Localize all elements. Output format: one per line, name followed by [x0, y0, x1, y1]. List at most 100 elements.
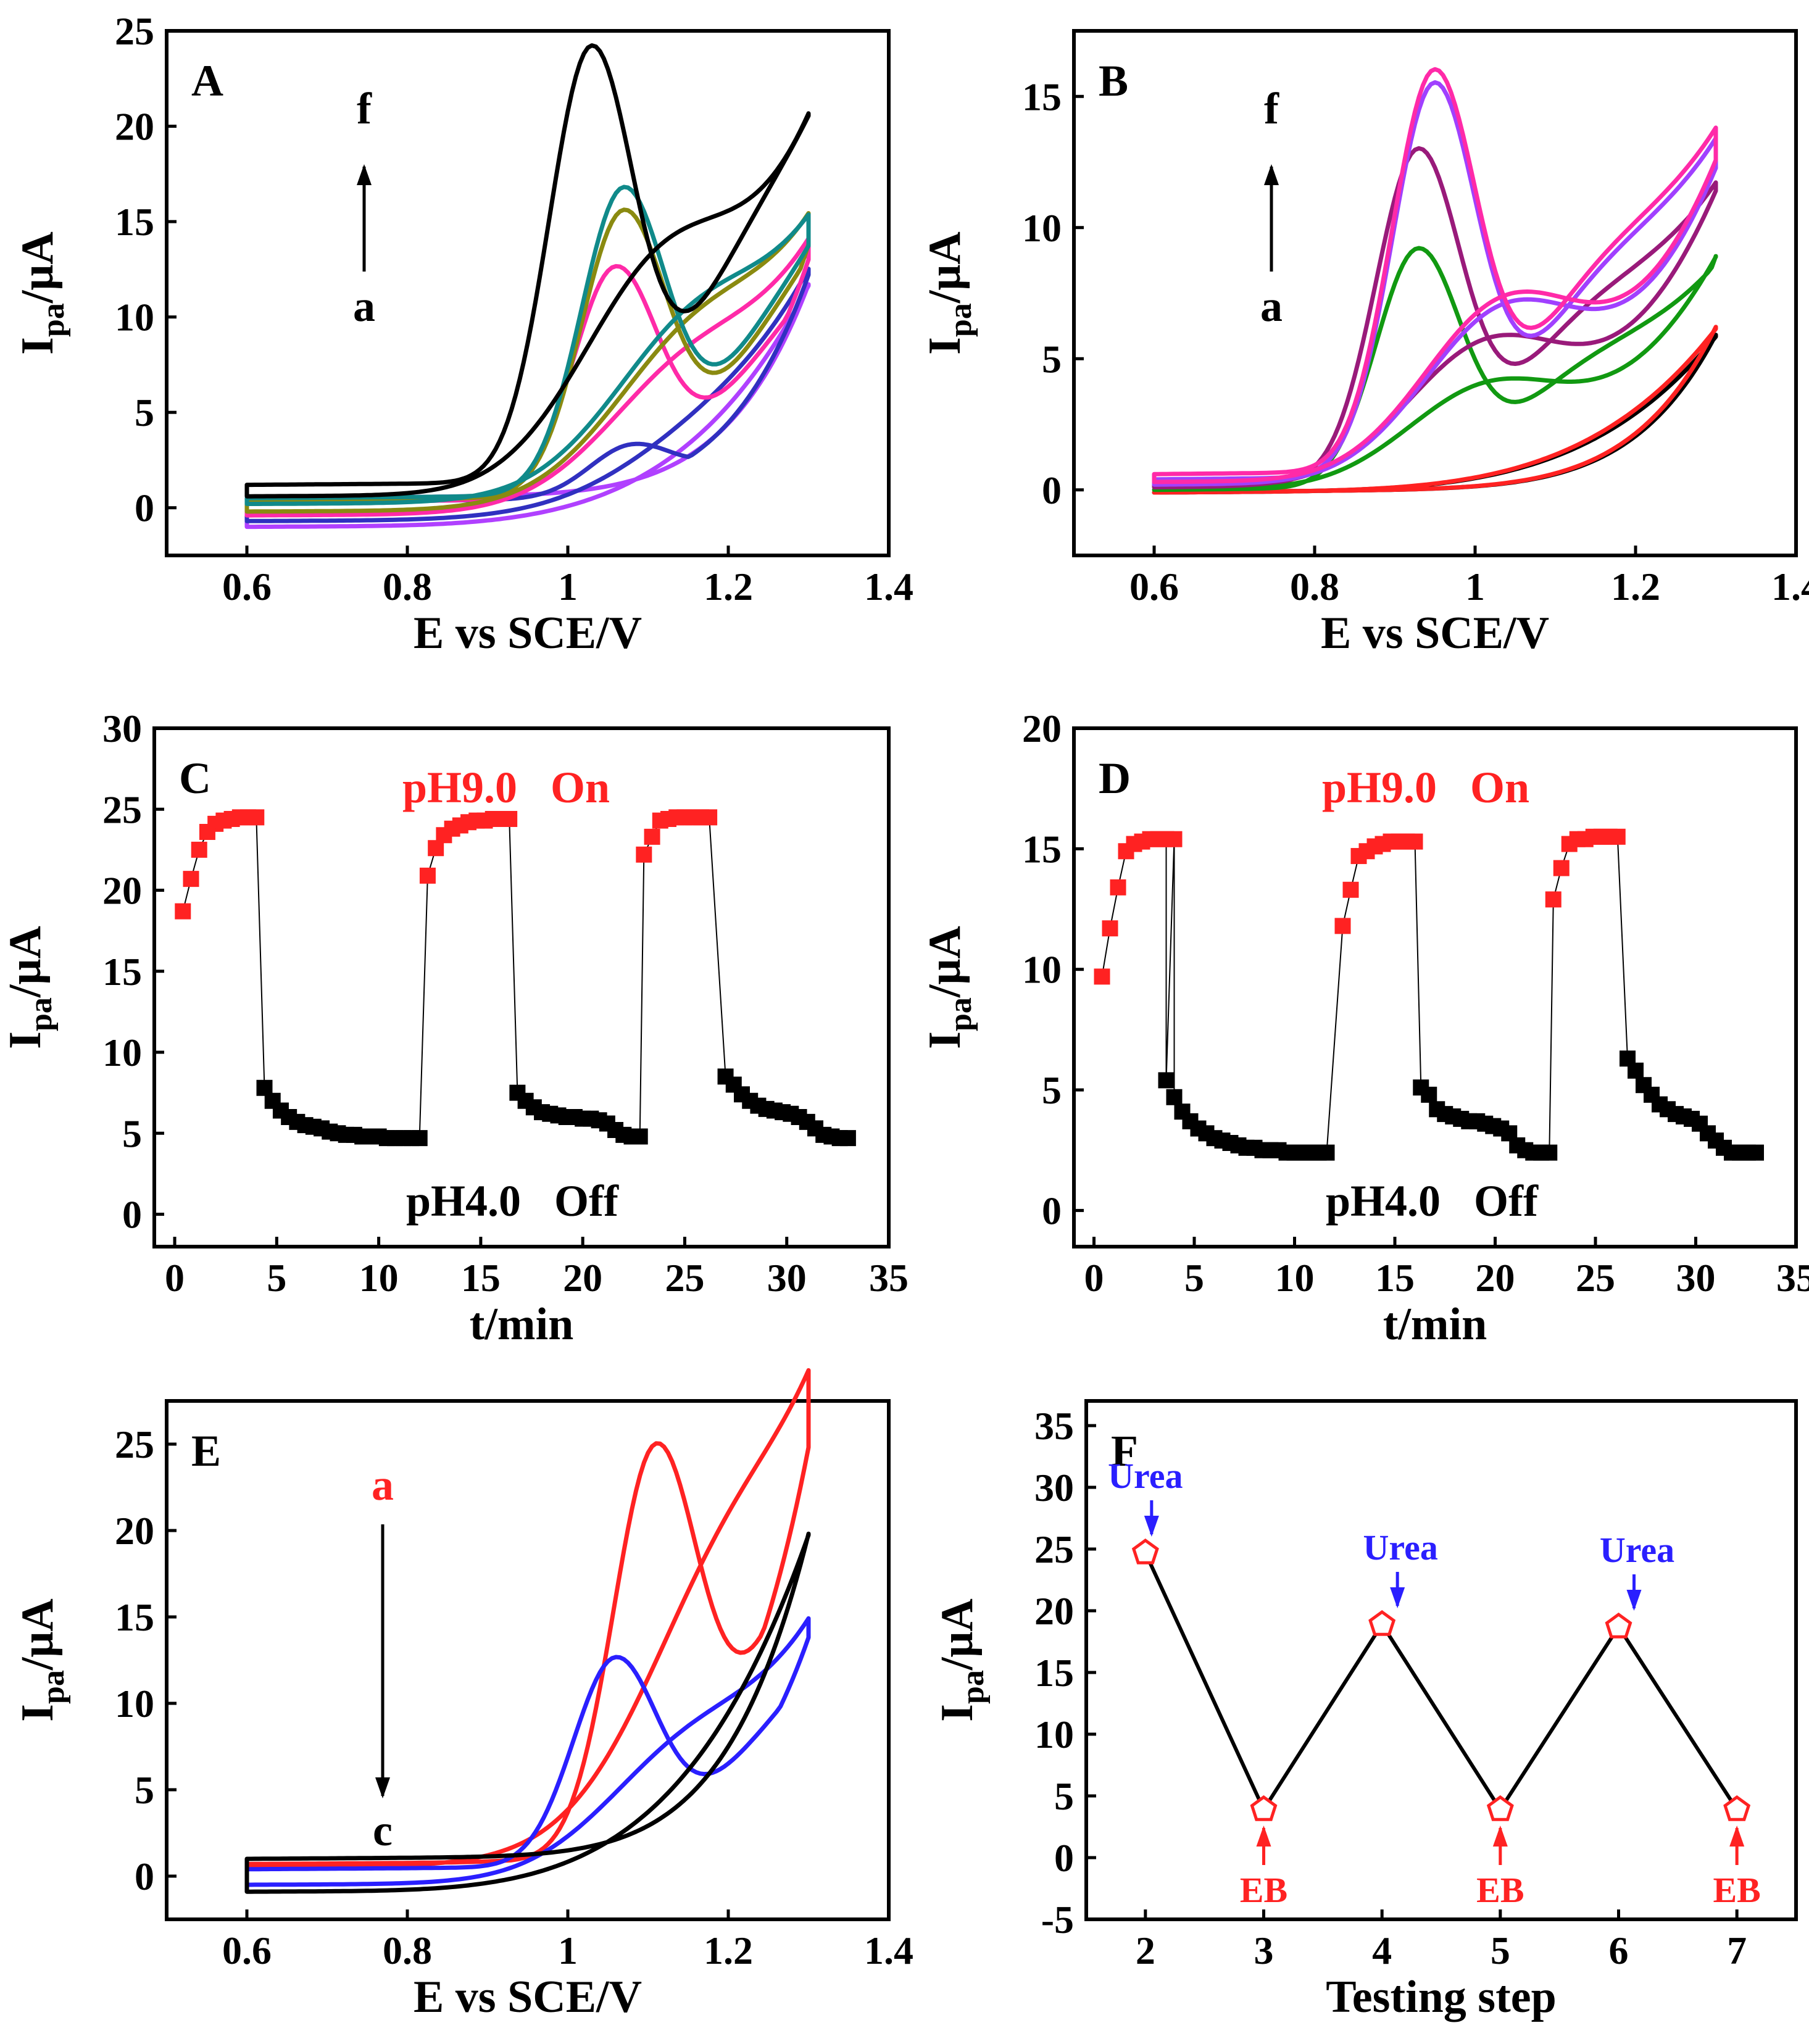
x-tick-label: 1 [558, 1929, 578, 1972]
x-tick-label: 20 [563, 1256, 602, 1300]
y-tick-label: 10 [115, 296, 154, 339]
cv-curve-f [244, 43, 811, 499]
y-tick-label: 25 [102, 787, 142, 831]
cv-curve-b [244, 1616, 811, 1887]
x-tick-label: 10 [359, 1256, 399, 1300]
eb-label: EB [1240, 1870, 1287, 1910]
y-tick-label: 20 [1034, 1589, 1074, 1633]
y-axis-label-sub: pa [36, 1670, 71, 1704]
x-tick-label: 25 [665, 1256, 704, 1300]
y-axis-label-sub: pa [36, 303, 71, 337]
panel-b: 0.6 0.8 1 1.2 1.4 0 5 10 15 E vs SCE/V Ipa/μA Ba f [920, 29, 1809, 658]
y-axis-label-sub: pa [23, 997, 59, 1031]
on-point [701, 809, 718, 826]
y-tick-label: 25 [115, 1423, 154, 1466]
off-state-label: pH4.0 Off [1326, 1176, 1539, 1226]
trend-arrow-head [1264, 164, 1279, 185]
y-tick-label: 10 [1022, 948, 1062, 992]
on-point [1407, 833, 1423, 850]
y-tick-label: 10 [1022, 206, 1062, 250]
x-tick-label: 1.4 [1771, 565, 1809, 609]
off-point [631, 1128, 648, 1145]
y-tick-label: 5 [122, 1111, 142, 1155]
y-tick-label: 5 [135, 391, 154, 434]
on-point [501, 811, 518, 827]
cv-curve-e [244, 185, 811, 506]
y-tick-label: -5 [1041, 1898, 1074, 1942]
x-tick-label: 0.6 [222, 1929, 272, 1972]
off-point [1158, 1072, 1175, 1089]
x-tick-label: 2 [1136, 1929, 1155, 1972]
y-tick-label: 10 [1034, 1713, 1074, 1756]
y-tick-label: 15 [115, 200, 154, 244]
curve-label-a: a [372, 1460, 394, 1510]
on-state-label: pH9.0 On [402, 763, 610, 812]
y-tick-label: 10 [115, 1682, 154, 1726]
cv-curve-c [244, 1531, 811, 1894]
trend-arrow-head [375, 1777, 390, 1798]
off-point [1318, 1144, 1335, 1161]
on-point [175, 903, 191, 920]
panel-letter: C [179, 754, 211, 803]
cv-curve-f [1152, 67, 1718, 484]
y-axis-label: Ipa/μA [932, 1598, 991, 1722]
x-tick-label: 25 [1576, 1256, 1615, 1300]
y-axis-label-main: I [932, 1704, 983, 1722]
y-tick-label: 20 [1022, 707, 1062, 750]
y-tick-label: 0 [135, 1855, 154, 1898]
x-axis-label: t/min [470, 1299, 574, 1350]
on-point [644, 828, 660, 845]
step-marker [1131, 1538, 1159, 1564]
on-point [183, 871, 199, 887]
y-tick-label: 25 [1034, 1527, 1074, 1571]
x-tick-label: 30 [1676, 1256, 1716, 1300]
x-tick-label: 0.6 [222, 565, 272, 609]
y-axis-label-sub: pa [943, 303, 978, 337]
y-tick-label: 0 [1042, 1189, 1062, 1232]
y-tick-label: 35 [1034, 1404, 1074, 1448]
x-tick-label: 5 [267, 1256, 286, 1300]
y-tick-label: 5 [1042, 337, 1062, 381]
x-tick-label: 3 [1254, 1929, 1274, 1972]
off-point [1166, 1089, 1183, 1105]
y-axis-label-unit: /μA [920, 926, 970, 998]
x-axis-label: E vs SCE/V [1321, 608, 1549, 658]
y-axis-label-unit: /μA [0, 926, 51, 998]
y-tick-label: 5 [1054, 1774, 1074, 1818]
y-axis-label-unit: /μA [12, 1598, 63, 1671]
x-axis-label: E vs SCE/V [414, 1972, 642, 2022]
y-axis-label-sub: pa [943, 997, 978, 1031]
trend-arrow-head [357, 164, 372, 185]
y-tick-label: 20 [102, 869, 142, 913]
y-axis-label-main: I [0, 1031, 51, 1049]
step-marker [1486, 1795, 1514, 1821]
y-tick-label: 5 [135, 1768, 154, 1812]
on-point [1545, 891, 1562, 908]
y-tick-label: 0 [1042, 468, 1062, 512]
y-tick-label: 20 [115, 105, 154, 149]
x-tick-label: 0.8 [383, 1929, 432, 1972]
eb-label: EB [1476, 1870, 1524, 1910]
y-tick-label: 15 [1022, 75, 1062, 118]
curve-label-a: a [353, 281, 375, 331]
panel-letter: B [1099, 56, 1128, 106]
x-tick-label: 15 [461, 1256, 501, 1300]
panel-a: 0.6 0.8 1 1.2 1.4 0 5 10 15 20 25 E vs SCE/V Ipa/μA A… [12, 9, 913, 658]
x-tick-label: 0 [165, 1256, 185, 1300]
x-tick-label: 0.6 [1129, 565, 1179, 609]
urea-arrow-head [1144, 1516, 1159, 1537]
x-tick-label: 1.2 [704, 565, 753, 609]
y-tick-label: 0 [135, 486, 154, 530]
y-tick-label: 15 [1034, 1651, 1074, 1695]
x-axis-label: Testing step [1326, 1972, 1557, 2022]
y-axis-label-main: I [12, 1704, 63, 1722]
curve-label-c: c [373, 1806, 393, 1855]
step-marker [1368, 1610, 1396, 1636]
panel-letter: F [1111, 1426, 1138, 1476]
y-axis-label-main: I [920, 337, 970, 355]
eb-arrow-head [1492, 1826, 1508, 1847]
x-axis-label: E vs SCE/V [414, 608, 642, 658]
y-tick-label: 15 [102, 950, 142, 994]
x-tick-label: 0.8 [1290, 565, 1339, 609]
on-point [1166, 831, 1183, 847]
